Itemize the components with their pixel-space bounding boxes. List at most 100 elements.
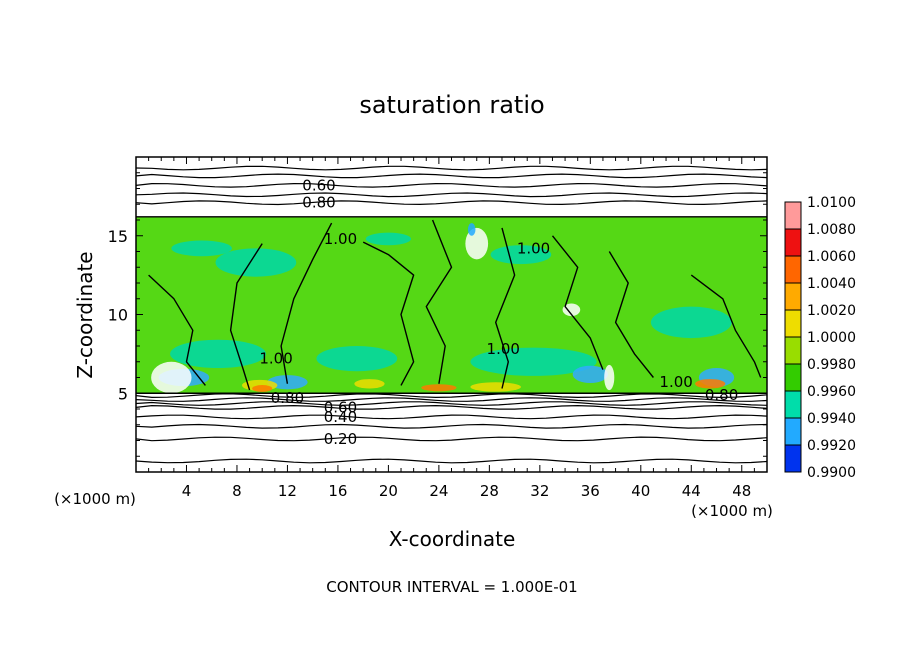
- field-anomaly: [465, 227, 489, 260]
- x-axis-label: X-coordinate: [389, 527, 516, 551]
- field-anomaly: [467, 223, 476, 236]
- x-tick-label: 28: [480, 482, 499, 500]
- field-anomaly: [470, 347, 597, 376]
- contour-label: 1.00: [259, 350, 292, 368]
- colorbar-swatch: [785, 418, 801, 445]
- contour-labels: 0.600.801.001.001.001.001.000.80 0.800.60…: [259, 176, 738, 448]
- contour-line-1.00: [608, 251, 654, 378]
- contour-label: 0.80: [705, 386, 738, 404]
- contour-line-1.00: [551, 235, 604, 370]
- field-anomaly: [170, 339, 266, 369]
- x-unit-label-right: (×1000 m): [691, 502, 773, 520]
- contour-line-1.00: [425, 219, 453, 384]
- x-tick-label: 8: [232, 482, 242, 500]
- x-tick-label: 12: [278, 482, 297, 500]
- contour-label: 0.80: [271, 389, 304, 407]
- contour-line: [135, 414, 768, 420]
- y-tick-label: 15: [108, 227, 128, 246]
- contour-line-1.00: [148, 274, 206, 386]
- field-anomaly: [490, 245, 552, 265]
- contour-line-1.00: [362, 241, 415, 386]
- colorbar-label: 1.0060: [807, 249, 856, 265]
- colorbar-swatch: [785, 256, 801, 283]
- colorbar-label: 1.0080: [807, 222, 856, 238]
- contour-line: [135, 182, 768, 188]
- contour-label: 0.60: [302, 176, 335, 194]
- x-tick-label: 4: [182, 482, 192, 500]
- colorbar-swatch: [785, 283, 801, 310]
- field-anomaly: [151, 361, 192, 394]
- colorbar: 1.0100 1.0080 1.0060 1.0040 1.0020 1.0000 0.99…: [784, 195, 856, 481]
- field-anomaly: [175, 199, 236, 216]
- field-anomalies: [151, 199, 735, 394]
- contour-label: 0.80: [302, 194, 335, 212]
- colorbar-label: 1.0100: [807, 195, 856, 211]
- x-tick-label: 40: [631, 482, 650, 500]
- contour-label: 0.40: [324, 408, 357, 426]
- contour-line: [135, 192, 768, 198]
- contour-label: 1.00: [487, 340, 520, 358]
- field-anomaly: [215, 248, 297, 277]
- plot-area: 0.600.801.001.001.001.001.000.80 0.800.60…: [135, 156, 768, 473]
- colorbar-label: 0.9940: [807, 411, 856, 427]
- contour-lines: [135, 165, 768, 464]
- x-tick-label: 36: [581, 482, 600, 500]
- contour-line: [135, 397, 768, 402]
- contour-label: 0.20: [324, 430, 357, 448]
- colorbar-label: 0.9920: [807, 438, 856, 454]
- field-anomaly: [572, 365, 608, 384]
- y-tick-label: 10: [108, 306, 128, 325]
- y-axis-label: Z-coordinate: [73, 251, 97, 378]
- field-anomaly: [421, 384, 457, 392]
- colorbar-swatch: [785, 202, 801, 229]
- x-tick-label: 16: [328, 482, 347, 500]
- x-tick-label: 32: [530, 482, 549, 500]
- field-anomaly: [252, 385, 273, 392]
- y-tick-label: 5: [118, 384, 128, 403]
- x-unit-label-left: (×1000 m): [54, 490, 136, 508]
- contour-line: [135, 458, 768, 464]
- contour-label: 0.60: [324, 398, 357, 416]
- chart-title: saturation ratio: [359, 91, 544, 119]
- contour-label: 1.00: [659, 373, 692, 391]
- contour-line: [135, 404, 768, 410]
- field-anomaly: [316, 346, 398, 372]
- field-anomaly: [354, 379, 385, 389]
- colorbar-swatch: [785, 445, 801, 472]
- contour-label: 1.00: [517, 239, 550, 257]
- colorbar-label: 1.0040: [807, 276, 856, 292]
- field-anomaly: [365, 232, 412, 246]
- colorbar-swatch: [785, 391, 801, 418]
- colorbar-label: 0.9980: [807, 357, 856, 373]
- contour-line: [135, 200, 768, 206]
- colorbar-label: 1.0000: [807, 330, 856, 346]
- colorbar-swatch: [785, 364, 801, 391]
- colorbar-label: 1.0020: [807, 303, 856, 319]
- field-anomaly: [650, 306, 732, 339]
- contour-line-1.00: [229, 243, 263, 391]
- field-anomaly: [604, 364, 615, 391]
- field-anomaly: [171, 240, 232, 257]
- contour-line: [135, 393, 768, 399]
- x-axis: 4 8 12 16 20 24 28 32 36 40 44 48: [148, 157, 755, 500]
- field-anomaly: [470, 382, 521, 392]
- x-tick-label: 48: [732, 482, 751, 500]
- colorbar-label: 0.9960: [807, 384, 856, 400]
- contour-line-1.00: [495, 227, 516, 389]
- field-anomaly: [562, 303, 581, 317]
- x-tick-label: 20: [379, 482, 398, 500]
- colorbar-label: 0.9900: [807, 465, 856, 481]
- contour-line: [135, 436, 768, 442]
- contour-interval-note: CONTOUR INTERVAL = 1.000E-01: [326, 578, 577, 596]
- x-tick-label: 24: [429, 482, 448, 500]
- contour-line-1.00: [690, 274, 762, 378]
- contour-line: [135, 401, 768, 406]
- colorbar-swatch: [785, 310, 801, 337]
- contour-label: 1.00: [324, 230, 357, 248]
- contour-line: [135, 423, 768, 429]
- field-anomaly: [695, 379, 726, 389]
- contour-line: [135, 165, 768, 171]
- colorbar-swatch: [785, 337, 801, 364]
- y-axis: 5 10 15: [108, 172, 767, 457]
